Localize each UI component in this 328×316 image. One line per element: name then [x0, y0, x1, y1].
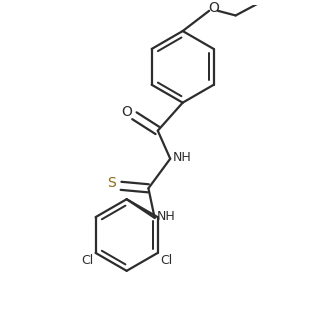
Text: NH: NH	[157, 210, 176, 223]
Text: NH: NH	[173, 151, 192, 164]
Text: O: O	[208, 1, 219, 15]
Text: O: O	[121, 105, 132, 119]
Text: Cl: Cl	[81, 254, 93, 267]
Text: Cl: Cl	[160, 254, 173, 267]
Text: S: S	[107, 176, 116, 190]
